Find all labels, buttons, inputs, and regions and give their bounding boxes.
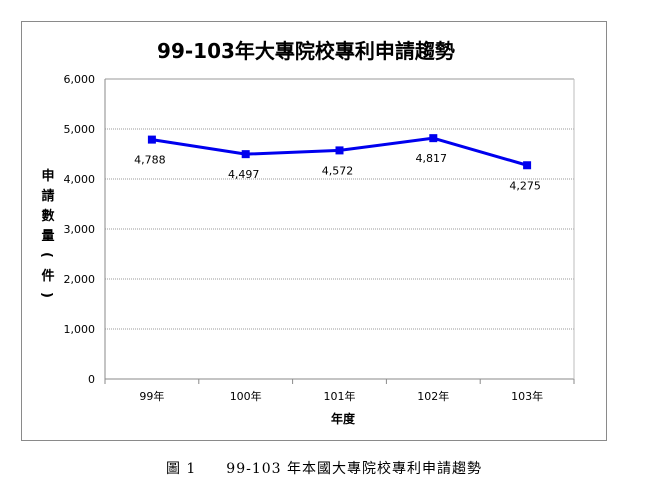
- x-tick-label: 101年: [324, 389, 356, 403]
- data-point: [241, 150, 250, 159]
- data-label: 4,572: [322, 164, 354, 177]
- data-label: 4,817: [416, 152, 448, 165]
- x-tick-label: 102年: [417, 389, 449, 403]
- data-point: [429, 134, 438, 143]
- x-tick-label: 99年: [139, 389, 164, 403]
- y-tick-label: 0: [88, 373, 95, 386]
- chart-title: 99-103年大專院校專利申請趨勢: [157, 39, 455, 63]
- y-tick-label: 5,000: [64, 123, 96, 136]
- y-tick-label: 3,000: [64, 223, 96, 236]
- y-tick-label: 1,000: [64, 323, 96, 336]
- data-point: [523, 161, 532, 170]
- data-point: [147, 135, 156, 144]
- figure-caption: 圖 1 99-103 年本國大專院校專利申請趨勢: [165, 461, 483, 477]
- y-axis-label-char: 量: [41, 229, 54, 244]
- data-label: 4,497: [228, 168, 260, 181]
- x-axis-label: 年度: [331, 411, 356, 426]
- y-axis-label-char: 請: [41, 188, 54, 204]
- y-axis-label-char: 件: [41, 268, 54, 284]
- chart-frame: [21, 21, 607, 441]
- y-tick-label: 6,000: [64, 73, 96, 86]
- data-point: [335, 146, 344, 155]
- y-axis-label-char: 數: [41, 208, 54, 224]
- x-tick-label: 100年: [230, 389, 262, 403]
- y-tick-label: 2,000: [64, 273, 96, 286]
- y-tick-label: 4,000: [64, 173, 96, 186]
- y-axis-label-char: ): [39, 292, 54, 298]
- data-label: 4,275: [509, 179, 541, 192]
- x-tick-label: 103年: [511, 389, 543, 403]
- y-axis-label-char: (: [39, 252, 54, 258]
- data-label: 4,788: [134, 154, 166, 167]
- y-axis-label-char: 申: [41, 168, 54, 184]
